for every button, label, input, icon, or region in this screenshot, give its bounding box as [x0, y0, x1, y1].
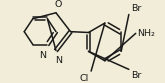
- Text: O: O: [55, 0, 62, 9]
- Text: N: N: [55, 56, 62, 65]
- Text: Br: Br: [131, 71, 142, 80]
- Text: NH₂: NH₂: [137, 29, 155, 38]
- Text: Br: Br: [131, 4, 142, 13]
- Text: N: N: [40, 50, 47, 60]
- Text: Cl: Cl: [79, 74, 89, 83]
